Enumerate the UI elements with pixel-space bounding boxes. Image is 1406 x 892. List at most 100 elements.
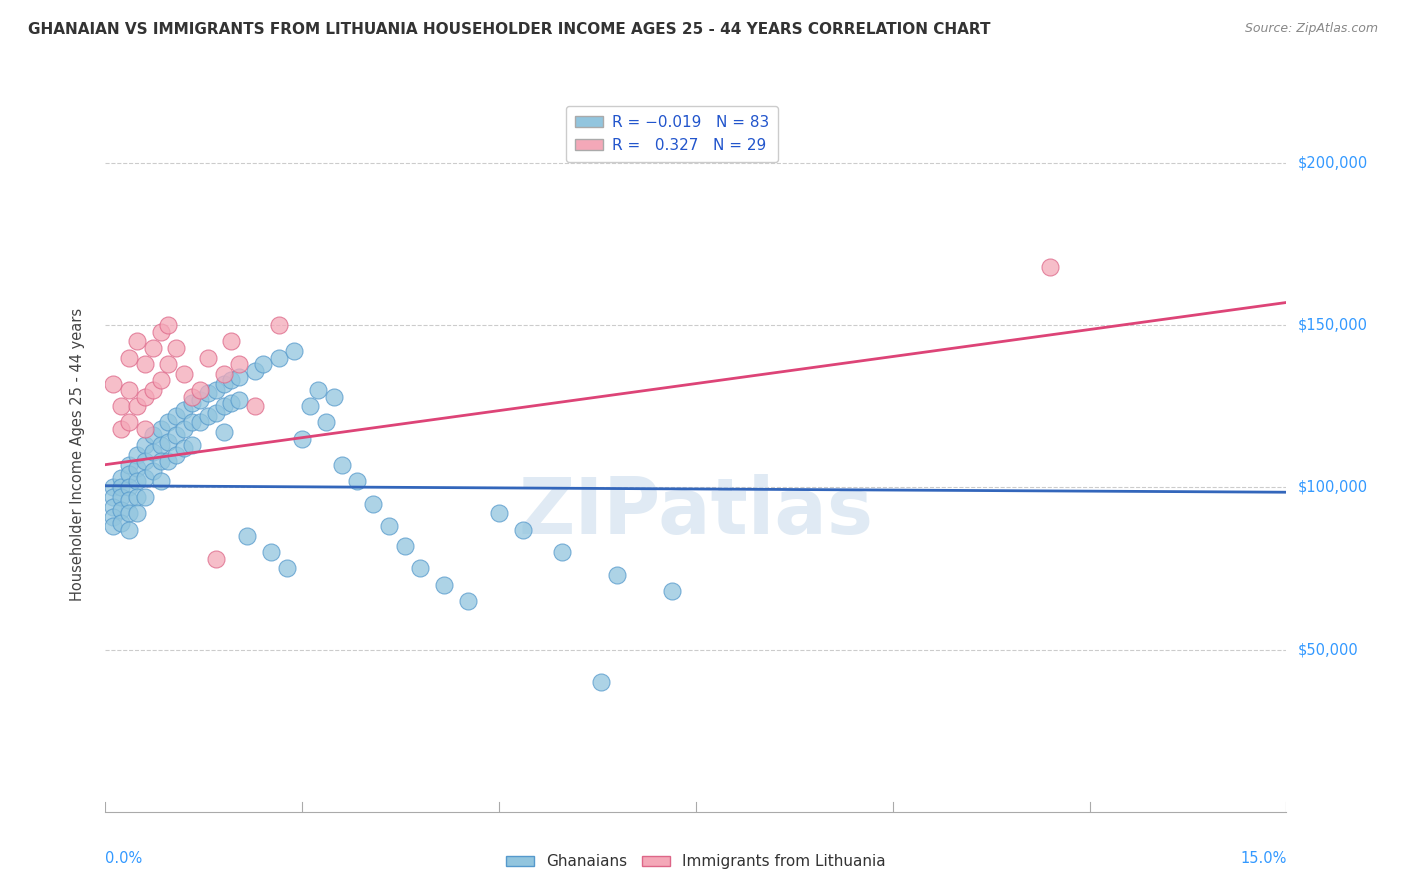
Point [149, 325, 172, 339]
Point [212, 367, 235, 381]
Point [212, 425, 235, 440]
Point [134, 490, 156, 504]
Point [110, 503, 132, 517]
Point [291, 432, 314, 446]
Point [488, 506, 510, 520]
Point [236, 529, 259, 543]
Point [276, 561, 298, 575]
Point [197, 386, 219, 401]
Point [142, 464, 165, 478]
Point [118, 467, 141, 482]
Point [1039, 260, 1062, 274]
Point [512, 523, 534, 537]
Point [181, 390, 204, 404]
Point [149, 438, 172, 452]
Point [433, 577, 456, 591]
Point [125, 461, 148, 475]
Point [125, 448, 148, 462]
Text: $100,000: $100,000 [1298, 480, 1368, 495]
Point [118, 493, 141, 508]
Point [307, 383, 329, 397]
Point [134, 454, 156, 468]
Point [118, 523, 141, 537]
Point [591, 675, 613, 690]
Point [118, 458, 141, 472]
Y-axis label: Householder Income Ages 25 - 44 years: Householder Income Ages 25 - 44 years [70, 309, 84, 601]
Point [315, 416, 337, 430]
Point [330, 458, 353, 472]
Point [103, 500, 125, 514]
Text: ZIPatlas: ZIPatlas [519, 474, 873, 550]
Point [165, 428, 187, 442]
Text: $200,000: $200,000 [1298, 155, 1368, 170]
Point [173, 402, 195, 417]
Point [361, 497, 384, 511]
Point [212, 399, 235, 413]
Point [204, 551, 226, 566]
Point [188, 392, 211, 407]
Point [252, 357, 274, 371]
Point [173, 422, 195, 436]
Point [188, 416, 211, 430]
Point [103, 376, 125, 391]
Text: $150,000: $150,000 [1298, 318, 1368, 333]
Point [165, 341, 187, 355]
Point [125, 490, 148, 504]
Point [228, 392, 250, 407]
Point [409, 561, 432, 575]
Point [134, 357, 156, 371]
Point [394, 539, 416, 553]
Point [267, 351, 290, 365]
Text: 0.0%: 0.0% [105, 851, 142, 865]
Point [134, 390, 156, 404]
Point [165, 409, 187, 423]
Point [149, 454, 172, 468]
Point [204, 406, 226, 420]
Point [134, 422, 156, 436]
Point [157, 357, 180, 371]
Point [110, 399, 132, 413]
Point [181, 438, 204, 452]
Point [125, 474, 148, 488]
Point [551, 545, 574, 559]
Point [149, 474, 172, 488]
Point [110, 490, 132, 504]
Point [149, 422, 172, 436]
Point [606, 568, 628, 582]
Point [157, 434, 180, 449]
Point [103, 480, 125, 494]
Point [118, 416, 141, 430]
Point [110, 422, 132, 436]
Point [134, 438, 156, 452]
Point [243, 363, 266, 377]
Point [221, 396, 243, 410]
Point [173, 367, 195, 381]
Point [299, 399, 322, 413]
Point [457, 594, 479, 608]
Point [125, 506, 148, 520]
Point [157, 416, 180, 430]
Point [228, 370, 250, 384]
Point [118, 480, 141, 494]
Point [322, 390, 344, 404]
Point [212, 376, 235, 391]
Legend: Ghanaians, Immigrants from Lithuania: Ghanaians, Immigrants from Lithuania [501, 848, 891, 875]
Point [197, 351, 219, 365]
Point [267, 318, 290, 333]
Point [103, 509, 125, 524]
Point [110, 470, 132, 484]
Point [221, 334, 243, 349]
Point [157, 454, 180, 468]
Point [661, 584, 683, 599]
Point [204, 383, 226, 397]
Point [142, 341, 165, 355]
Point [165, 448, 187, 462]
Point [110, 480, 132, 494]
Point [157, 318, 180, 333]
Point [378, 519, 401, 533]
Point [228, 357, 250, 371]
Text: Source: ZipAtlas.com: Source: ZipAtlas.com [1244, 22, 1378, 36]
Point [118, 506, 141, 520]
Point [181, 416, 204, 430]
Point [125, 399, 148, 413]
